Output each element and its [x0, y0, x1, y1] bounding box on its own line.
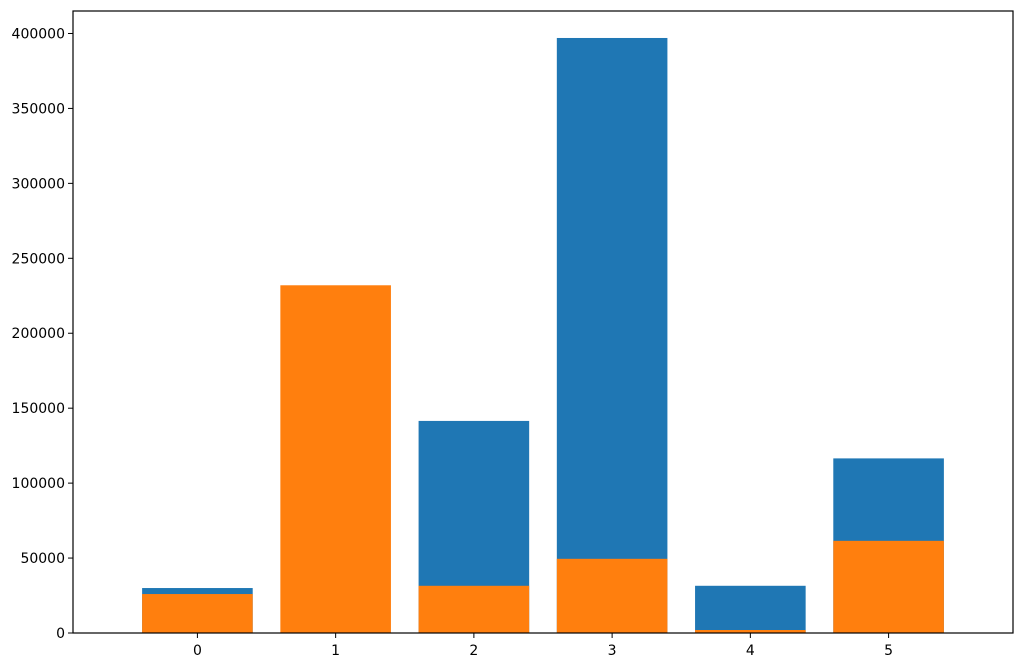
y-tick-label: 50000: [20, 551, 65, 567]
bar-series2-0: [142, 594, 253, 633]
bar-series1-3: [556, 37, 668, 633]
bar-series2-3: [556, 558, 668, 633]
bar-series1-4: [695, 585, 806, 633]
x-tick-label: 3: [608, 643, 617, 659]
x-axis-ticks: 0 1 2 3 4 5: [193, 633, 893, 659]
y-tick-label: 150000: [12, 401, 65, 417]
y-tick-label: 100000: [12, 476, 65, 492]
y-tick-label: 250000: [12, 251, 65, 267]
x-tick-label: 4: [746, 643, 755, 659]
x-tick-label: 0: [193, 643, 202, 659]
bar-series2-2: [418, 585, 530, 633]
x-tick-label: 2: [469, 643, 478, 659]
y-axis-ticks: 0 50000 100000 150000 200000 250000 300000 3500…: [12, 26, 73, 642]
bar-series2-4: [695, 630, 806, 633]
bar-series2-5: [833, 540, 944, 633]
y-tick-label: 400000: [12, 26, 65, 42]
plot-frame: [72, 10, 1014, 634]
bar-series2-1: [280, 285, 391, 633]
y-tick-label: 200000: [12, 326, 65, 342]
y-tick-label: 0: [56, 626, 65, 642]
bars-group: [142, 37, 944, 633]
x-tick-label: 1: [331, 643, 340, 659]
x-tick-label: 5: [884, 643, 893, 659]
y-tick-label: 300000: [12, 176, 65, 192]
y-tick-label: 350000: [12, 101, 65, 117]
